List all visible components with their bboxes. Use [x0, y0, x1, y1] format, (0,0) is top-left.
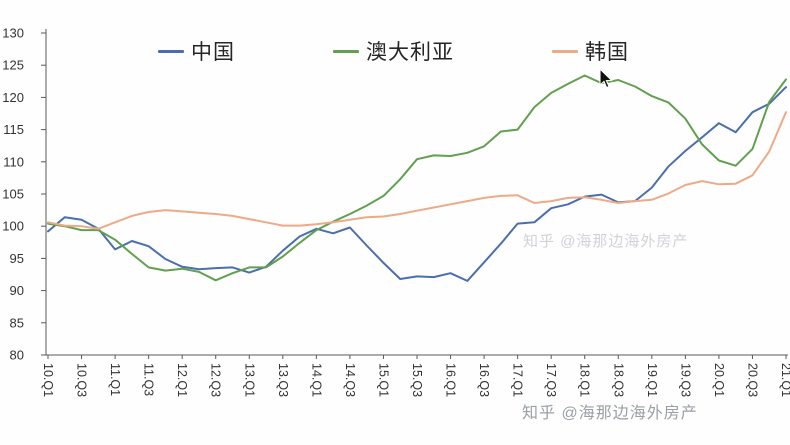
- y-axis-label: 85: [10, 315, 24, 330]
- series-line-2: [47, 111, 787, 230]
- mouse-cursor-icon: [599, 68, 613, 89]
- x-axis-label: 10.Q3: [75, 363, 89, 397]
- x-axis-label: 20.Q3: [745, 363, 759, 397]
- legend-item-china: 中国: [158, 36, 235, 66]
- legend-line-swatch-korea: [552, 49, 578, 53]
- legend-label-korea: 韩国: [585, 41, 629, 64]
- x-axis-label: 18.Q1: [578, 363, 592, 397]
- y-axis-label: 110: [3, 154, 24, 169]
- legend-line-swatch-australia: [333, 49, 359, 53]
- y-axis-label: 115: [3, 122, 24, 137]
- y-axis-label: 100: [2, 219, 24, 234]
- x-axis-label: 13.Q1: [242, 363, 256, 397]
- series-line-0: [47, 86, 787, 282]
- x-axis-label: 14.Q3: [343, 363, 357, 397]
- x-axis-label: 16.Q3: [477, 363, 491, 397]
- chart-legend: 中国 澳大利亚 韩国: [158, 36, 629, 66]
- x-axis-label: 12.Q3: [209, 363, 223, 397]
- x-axis-label: 18.Q3: [611, 363, 625, 397]
- legend-label-china: 中国: [191, 41, 235, 64]
- y-axis-label: 120: [2, 90, 24, 105]
- y-axis-label: 80: [10, 348, 24, 363]
- x-axis-label: 12.Q1: [175, 363, 189, 397]
- x-axis-label: 10.Q1: [41, 363, 55, 397]
- y-axis-label: 125: [2, 58, 24, 73]
- x-axis-label: 15.Q1: [376, 363, 390, 397]
- y-axis-label: 130: [2, 26, 24, 41]
- x-axis-label: 19.Q3: [678, 363, 692, 397]
- legend-label-australia: 澳大利亚: [366, 41, 454, 64]
- y-axis-label: 105: [2, 187, 24, 202]
- x-axis-label: 17.Q1: [511, 363, 525, 397]
- x-axis-label: 14.Q1: [309, 363, 323, 397]
- y-axis-label: 95: [10, 251, 24, 266]
- legend-item-korea: 韩国: [552, 36, 629, 66]
- x-axis-label: 13.Q3: [276, 363, 290, 397]
- x-axis-label: 11.Q3: [142, 363, 156, 396]
- x-axis-label: 20.Q1: [712, 363, 726, 397]
- watermark-bottom: 知乎 @海那边海外房产: [522, 405, 698, 422]
- x-axis-label: 21.Q1: [779, 363, 790, 397]
- legend-item-australia: 澳大利亚: [333, 36, 454, 66]
- x-axis-label: 15.Q3: [410, 363, 424, 397]
- legend-line-swatch-china: [158, 49, 184, 53]
- y-axis-label: 90: [10, 283, 24, 298]
- x-axis-label: 16.Q1: [444, 363, 458, 397]
- x-axis-label: 19.Q1: [645, 363, 659, 397]
- x-axis-label: 11.Q1: [108, 363, 122, 396]
- watermark-middle: 知乎 @海那边海外房产: [523, 233, 689, 250]
- series-line-1: [47, 74, 787, 282]
- x-axis-label: 17.Q3: [544, 363, 558, 397]
